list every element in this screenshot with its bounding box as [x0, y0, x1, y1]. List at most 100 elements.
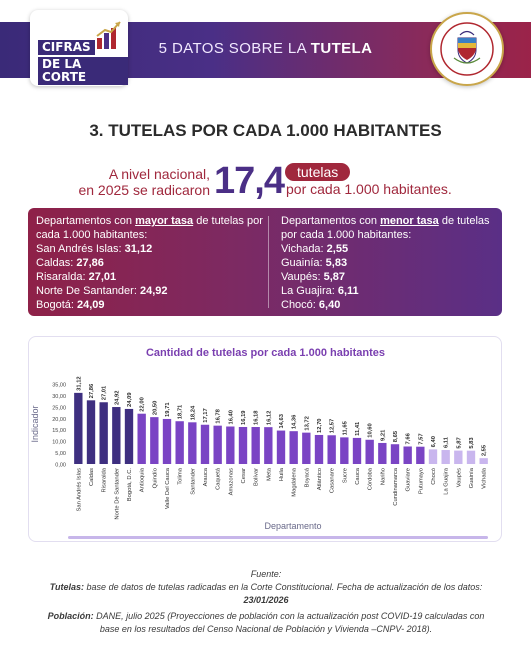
bar [86, 400, 96, 464]
department-name: Chocó: [281, 299, 316, 311]
tutelas-pill: tutelas [285, 163, 351, 181]
y-axis-label: Indicador [30, 405, 40, 442]
logo-line-1: CIFRAS [38, 40, 95, 55]
lowest-rate-heading: Departamentos con menor tasa de tutelas … [281, 214, 495, 242]
bar [112, 407, 121, 464]
x-tick-label: Córdoba [368, 467, 374, 490]
panel-divider [268, 216, 269, 308]
x-tick-label: Putumayo [418, 468, 424, 494]
highest-heading-suffix: de tutelas por cada 1.000 habitantes: [36, 215, 263, 241]
bar [74, 392, 83, 464]
department-value: 6,11 [337, 285, 359, 297]
bar-chart: 0,00 5,00 10,00 15,00 20,00 25,00 30,00 35,00 In… [30, 376, 488, 539]
x-tick-label: Boyacá [304, 467, 310, 487]
header-title: 5 DATOS SOBRE LA TUTELA [0, 40, 531, 57]
national-intro: A nivel nacional, en 2025 se radicaron [40, 166, 210, 198]
bar-value-label: 9,21 [380, 429, 386, 441]
x-tick-label: Magdalena [292, 467, 298, 496]
bar [150, 417, 159, 464]
x-tick-label: Casanare [330, 468, 336, 493]
x-tick-label: Chocó [431, 468, 437, 485]
bar-value-label: 20,50 [152, 401, 158, 416]
chart-scroll-strip [68, 536, 488, 539]
bar [99, 402, 108, 464]
bar-value-label: 7,57 [418, 433, 424, 444]
bar [213, 425, 222, 464]
bar-value-label: 13,72 [304, 416, 310, 431]
bar-value-label: 5,87 [456, 437, 462, 448]
x-tick-label: Guainía [469, 467, 475, 488]
section-title: 3. TUTELAS POR CADA 1.000 HABITANTES [89, 121, 442, 140]
department-value: 5,83 [325, 257, 348, 269]
bar-value-label: 6,40 [431, 436, 437, 447]
y-tick-label: 5,00 [55, 451, 66, 457]
department-value: 24,09 [76, 299, 105, 311]
x-tick-label: Bogotá, D.C. [127, 468, 133, 502]
bar [441, 450, 450, 464]
highest-rate-column: Departamentos con mayor tasa de tutelas … [36, 214, 264, 312]
source-tutelas-text: base de datos de tutelas radicadas en la… [86, 582, 483, 592]
highest-rate-heading: Departamentos con mayor tasa de tutelas … [36, 214, 264, 242]
department-name: Vaupés: [281, 271, 321, 283]
y-tick-label: 15,00 [52, 428, 66, 434]
bar [251, 427, 260, 464]
list-item: Norte De Santander: 24,92 [36, 284, 264, 298]
bar [479, 458, 488, 464]
y-tick-label: 20,00 [52, 417, 66, 423]
x-tick-label: Bolívar [254, 468, 260, 486]
header-title-prefix: 5 DATOS SOBRE LA [158, 40, 307, 57]
highest-heading-emphasis: mayor tasa [135, 215, 194, 227]
bar-value-label: 24,92 [114, 391, 120, 406]
bar [264, 427, 273, 464]
department-value: 6,40 [318, 299, 341, 311]
bar-value-label: 27,01 [102, 385, 108, 400]
x-tick-label: Quindío [152, 468, 158, 488]
source-notes: Fuente: Tutelas: base de datos de tutela… [44, 568, 488, 636]
bar-value-label: 2,55 [482, 444, 488, 456]
x-tick-label: Atlántico [317, 468, 323, 490]
bar-value-label: 24,09 [127, 392, 133, 407]
department-name: Norte De Santander: [36, 285, 137, 297]
x-tick-label: Guaviare [406, 468, 412, 492]
list-item: Vichada: 2,55 [281, 242, 495, 256]
department-name: Bogotá: [36, 299, 74, 311]
department-value: 24,92 [139, 285, 168, 297]
x-tick-label: Tolima [178, 467, 184, 485]
list-item: Guainía: 5,83 [281, 256, 495, 270]
bar-value-label: 16,18 [254, 410, 260, 425]
bar-value-label: 18,71 [178, 404, 184, 419]
bar [276, 430, 286, 464]
x-tick-label: Norte De Santander [114, 468, 120, 520]
bar [352, 437, 362, 464]
lowest-heading-suffix: de tutelas por cada 1.000 habitantes: [281, 215, 490, 241]
bar-value-label: 16,12 [266, 411, 272, 426]
department-value: 31,12 [124, 243, 153, 255]
x-tick-label: Meta [266, 467, 272, 481]
bar [175, 421, 184, 464]
bar [390, 444, 400, 464]
bar [226, 426, 235, 464]
department-name: Vichada: [281, 243, 324, 255]
x-tick-label: Caquetá [216, 467, 222, 490]
lowest-heading-prefix: Departamentos con [281, 215, 377, 227]
x-tick-label: Amazonas [228, 468, 234, 495]
department-name: La Guajira: [281, 285, 335, 297]
bar-value-label: 19,71 [165, 402, 171, 417]
x-tick-label: Cesar [241, 468, 247, 484]
bar-value-label: 11,41 [355, 421, 361, 436]
corte-constitucional-seal [430, 12, 504, 86]
logo-line-2: DE LA CORTE [38, 57, 128, 85]
list-item: Caldas: 27,86 [36, 256, 264, 270]
coat-of-arms-icon [440, 22, 494, 76]
y-tick-label: 10,00 [52, 440, 66, 446]
bar [416, 446, 425, 464]
bar-value-label: 5,83 [469, 437, 475, 449]
y-tick-label: 0,00 [55, 463, 66, 469]
national-intro-line-1: A nivel nacional, [108, 166, 210, 182]
department-name: Guainía: [281, 257, 323, 269]
list-item: Vaupés: 5,87 [281, 270, 495, 284]
chart-title: Cantidad de tutelas por cada 1.000 habit… [145, 347, 385, 359]
bar-value-label: 16,40 [228, 410, 234, 425]
x-tick-label: Sucre [342, 468, 348, 483]
bar-value-label: 27,86 [89, 383, 95, 398]
